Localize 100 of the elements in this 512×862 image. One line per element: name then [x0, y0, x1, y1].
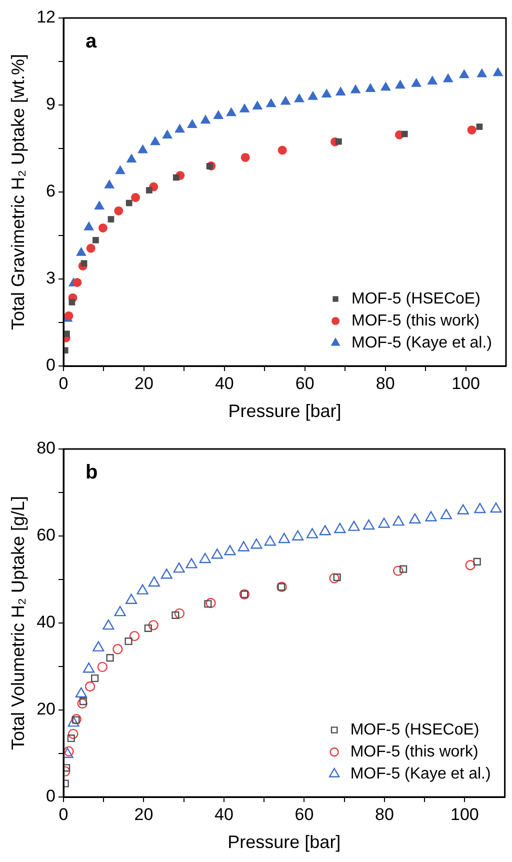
point	[278, 532, 290, 544]
point	[278, 146, 287, 155]
point	[211, 548, 223, 559]
point	[213, 110, 224, 120]
point	[252, 100, 263, 110]
point	[206, 163, 213, 170]
point	[162, 129, 172, 138]
point	[136, 584, 148, 594]
point	[224, 545, 236, 556]
x-tick-label: 100	[452, 374, 480, 393]
point	[148, 620, 158, 630]
point	[440, 508, 452, 520]
y-tick-label: 3	[46, 268, 56, 288]
point	[476, 68, 488, 78]
point	[395, 80, 406, 89]
x-tick-label: 80	[374, 804, 394, 824]
point	[146, 187, 152, 194]
point	[425, 511, 437, 522]
legend-label: MOF-5 (Kaye et al.)	[350, 765, 491, 782]
point	[348, 520, 360, 531]
point	[68, 299, 76, 306]
point	[79, 698, 87, 706]
y-tick-label: 60	[36, 526, 56, 545]
point	[126, 200, 132, 206]
point	[126, 154, 137, 163]
x-tick-label: 0	[58, 804, 68, 824]
point	[94, 200, 105, 210]
point	[226, 107, 236, 116]
y-tick-label: 12	[36, 8, 56, 27]
point	[308, 90, 318, 100]
point	[92, 236, 99, 244]
point	[465, 560, 476, 570]
point	[350, 84, 361, 94]
point	[114, 206, 124, 216]
x-axis-title: Pressure [bar]	[228, 832, 341, 852]
point	[363, 519, 375, 530]
point	[335, 138, 342, 145]
y-tick-label: 80	[36, 438, 56, 458]
point	[138, 144, 148, 154]
x-tick-label: 20	[134, 374, 154, 393]
point	[172, 174, 180, 181]
x-tick-label: 40	[214, 374, 234, 393]
point	[174, 608, 185, 619]
y-axis-title: Total Gravimetric H₂ Uptake [wt.%]	[8, 54, 28, 330]
point	[108, 216, 114, 222]
point	[72, 278, 82, 287]
point	[84, 221, 94, 230]
point	[80, 260, 88, 267]
point	[458, 69, 470, 78]
point	[334, 522, 346, 534]
point	[114, 606, 126, 616]
y-tick-label: 40	[36, 612, 56, 632]
x-tick-label: 60	[294, 804, 314, 824]
y-axis-title: Total Volumetric H₂ Uptake [g/L]	[8, 496, 28, 750]
x-tick-label: 80	[376, 374, 395, 393]
point	[86, 244, 96, 253]
x-tick-label: 40	[214, 804, 234, 824]
y-tick-label: 20	[36, 700, 56, 719]
point	[200, 114, 211, 124]
point	[75, 687, 87, 698]
point	[238, 541, 250, 552]
point	[150, 136, 160, 146]
point	[97, 662, 108, 672]
point	[401, 130, 408, 138]
point	[490, 502, 502, 513]
point	[172, 611, 180, 619]
point	[239, 103, 250, 112]
point	[67, 734, 75, 742]
x-axis-title: Pressure [bar]	[228, 401, 342, 422]
point	[106, 654, 114, 662]
point	[333, 574, 341, 582]
point	[68, 728, 78, 740]
legend-label: MOF-5 (HSECoE)	[350, 721, 480, 738]
point	[409, 513, 421, 524]
legend-label: MOF-5 (Kaye et al.)	[352, 334, 492, 352]
point	[84, 681, 96, 692]
point	[411, 78, 422, 87]
point	[91, 674, 99, 682]
point	[240, 152, 250, 162]
legend-label: MOF-5 (HSECoE)	[352, 290, 480, 308]
point	[319, 525, 331, 536]
point	[102, 619, 114, 630]
point	[131, 193, 140, 202]
point	[329, 573, 340, 584]
point	[292, 530, 304, 540]
point	[115, 165, 126, 174]
point	[124, 637, 132, 646]
point	[148, 576, 160, 587]
point	[380, 82, 391, 91]
point	[126, 594, 138, 604]
x-tick-label: 0	[58, 374, 68, 393]
point	[335, 86, 346, 96]
point	[206, 598, 216, 608]
point	[250, 538, 262, 549]
annotation: b	[86, 462, 98, 484]
y-tick-label: 6	[46, 182, 56, 201]
point	[392, 566, 404, 576]
point	[264, 535, 276, 546]
point	[173, 562, 185, 573]
point	[457, 504, 469, 514]
